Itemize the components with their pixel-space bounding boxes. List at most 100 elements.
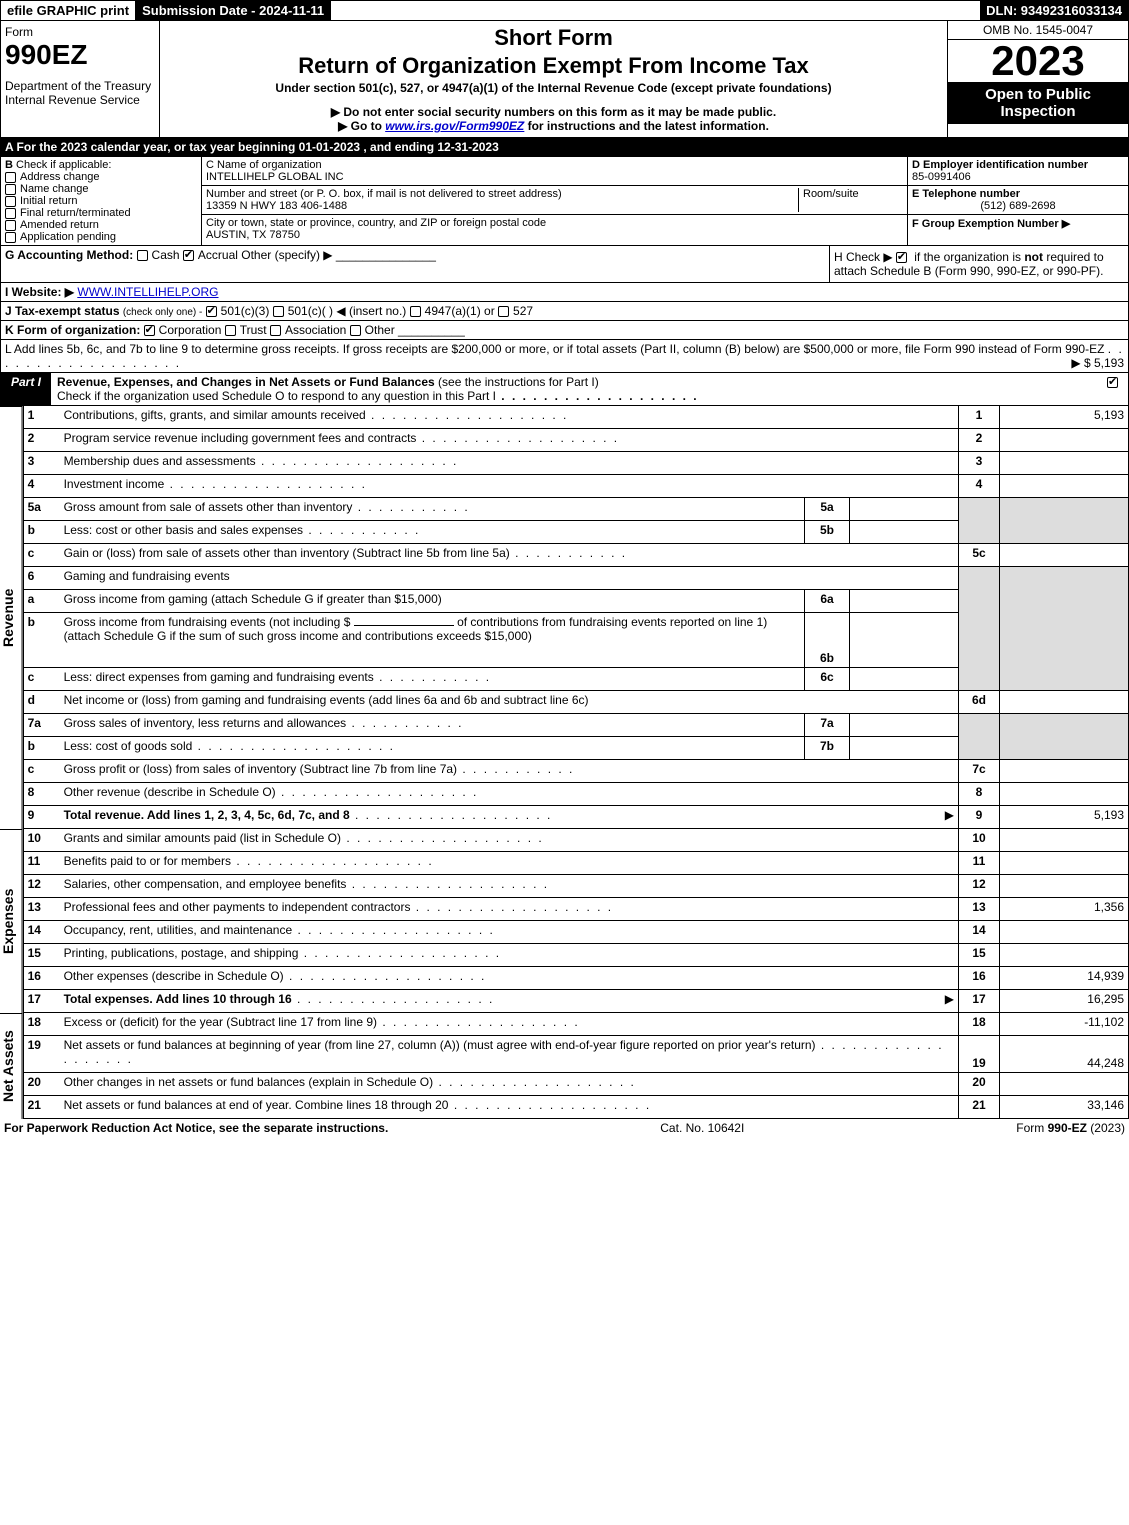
line-13: 13Professional fees and other payments t… — [23, 898, 1128, 921]
amt-16: 14,939 — [1000, 967, 1129, 990]
footer: For Paperwork Reduction Act Notice, see … — [0, 1119, 1129, 1137]
d-label: D Employer identification number — [912, 159, 1088, 171]
line-10: 10Grants and similar amounts paid (list … — [23, 829, 1128, 852]
line-16: 16Other expenses (describe in Schedule O… — [23, 967, 1128, 990]
part-i-title: Revenue, Expenses, and Changes in Net As… — [51, 373, 1101, 405]
amt-6d — [1000, 691, 1129, 714]
amt-17: 16,295 — [1000, 990, 1129, 1013]
checkbox-501c[interactable] — [273, 306, 284, 317]
checkbox-4947[interactable] — [410, 306, 421, 317]
footer-right: Form 990-EZ (2023) — [1016, 1121, 1125, 1135]
gh-row: G Accounting Method: Cash Accrual Other … — [0, 246, 1129, 283]
irs-label: Internal Revenue Service — [5, 93, 155, 107]
section-a: A For the 2023 calendar year, or tax yea… — [0, 138, 1129, 157]
amt-18: -11,102 — [1000, 1013, 1129, 1036]
checkbox-trust[interactable] — [225, 325, 236, 336]
telephone: (512) 689-2698 — [912, 200, 1124, 212]
section-def: D Employer identification number 85-0991… — [907, 157, 1128, 245]
checkbox-name-change[interactable] — [5, 184, 16, 195]
line-21: 21Net assets or fund balances at end of … — [23, 1096, 1128, 1119]
dln: DLN: 93492316033134 — [980, 1, 1128, 20]
amt-10 — [1000, 829, 1129, 852]
line-3: 3Membership dues and assessments3 — [23, 452, 1128, 475]
netassets-label: Net Assets — [0, 1013, 23, 1119]
subtitle: Under section 501(c), 527, or 4947(a)(1)… — [164, 81, 943, 95]
checkbox-schedule-o[interactable] — [1107, 377, 1118, 388]
part-i-header: Part I Revenue, Expenses, and Changes in… — [0, 373, 1129, 406]
org-city: AUSTIN, TX 78750 — [206, 229, 300, 241]
footer-center: Cat. No. 10642I — [660, 1121, 744, 1135]
amt-1: 5,193 — [1000, 406, 1129, 429]
amt-15 — [1000, 944, 1129, 967]
irs-link[interactable]: www.irs.gov/Form990EZ — [385, 119, 524, 133]
line-14: 14Occupancy, rent, utilities, and mainte… — [23, 921, 1128, 944]
netassets-table: 18Excess or (deficit) for the year (Subt… — [23, 1013, 1129, 1119]
dept-treasury: Department of the Treasury — [5, 79, 155, 93]
title-return: Return of Organization Exempt From Incom… — [164, 53, 943, 79]
topbar: efile GRAPHIC print Submission Date - 20… — [0, 0, 1129, 21]
line-15: 15Printing, publications, postage, and s… — [23, 944, 1128, 967]
checkbox-final-return[interactable] — [5, 208, 16, 219]
checkbox-other-org[interactable] — [350, 325, 361, 336]
part-i-tab: Part I — [1, 373, 51, 405]
amt-9: 5,193 — [1000, 806, 1129, 829]
amt-2 — [1000, 429, 1129, 452]
expenses-label: Expenses — [0, 829, 23, 1013]
amt-21: 33,146 — [1000, 1096, 1129, 1119]
c-name-label: C Name of organization — [206, 159, 322, 171]
e-label: E Telephone number — [912, 188, 1020, 200]
revenue-table: 1Contributions, gifts, grants, and simil… — [23, 406, 1129, 829]
line-2: 2Program service revenue including gover… — [23, 429, 1128, 452]
section-b: B Check if applicable: Address change Na… — [1, 157, 202, 245]
org-name: INTELLIHELP GLOBAL INC — [206, 171, 344, 183]
line-19: 19Net assets or fund balances at beginni… — [23, 1036, 1128, 1073]
amt-20 — [1000, 1073, 1129, 1096]
checkbox-association[interactable] — [270, 325, 281, 336]
expenses-block: Expenses 10Grants and similar amounts pa… — [0, 829, 1129, 1013]
section-i: I Website: ▶ WWW.INTELLIHELP.ORG — [0, 283, 1129, 302]
checkbox-cash[interactable] — [137, 250, 148, 261]
line-17: 17Total expenses. Add lines 10 through 1… — [23, 990, 1128, 1013]
checkbox-corporation[interactable] — [144, 325, 155, 336]
title-short-form: Short Form — [164, 25, 943, 51]
amt-19: 44,248 — [1000, 1036, 1129, 1073]
amt-11 — [1000, 852, 1129, 875]
header-left: Form 990EZ Department of the Treasury In… — [1, 21, 160, 137]
checkbox-501c3[interactable] — [206, 306, 217, 317]
checkbox-initial-return[interactable] — [5, 196, 16, 207]
footer-left: For Paperwork Reduction Act Notice, see … — [4, 1121, 388, 1135]
checkbox-527[interactable] — [498, 306, 509, 317]
amt-7c — [1000, 760, 1129, 783]
amt-8 — [1000, 783, 1129, 806]
section-g: G Accounting Method: Cash Accrual Other … — [0, 246, 829, 283]
checkbox-application-pending[interactable] — [5, 232, 16, 243]
checkbox-accrual[interactable] — [183, 250, 194, 261]
checkbox-amended-return[interactable] — [5, 220, 16, 231]
amt-14 — [1000, 921, 1129, 944]
line-9: 9Total revenue. Add lines 1, 2, 3, 4, 5c… — [23, 806, 1128, 829]
line-7c: cGross profit or (loss) from sales of in… — [23, 760, 1128, 783]
warning-goto: Go to www.irs.gov/Form990EZ for instruct… — [164, 119, 943, 133]
open-public: Open to Public Inspection — [948, 82, 1128, 124]
section-c: C Name of organization INTELLIHELP GLOBA… — [202, 157, 907, 245]
line-11: 11Benefits paid to or for members11 — [23, 852, 1128, 875]
warning-ssn: Do not enter social security numbers on … — [164, 105, 943, 119]
checkbox-schedule-b[interactable] — [896, 252, 907, 263]
website-link[interactable]: WWW.INTELLIHELP.ORG — [77, 285, 218, 299]
line-5a: 5aGross amount from sale of assets other… — [23, 498, 1128, 521]
netassets-block: Net Assets 18Excess or (deficit) for the… — [0, 1013, 1129, 1119]
line-6: 6Gaming and fundraising events — [23, 567, 1128, 590]
expenses-table: 10Grants and similar amounts paid (list … — [23, 829, 1129, 1013]
org-street: 13359 N HWY 183 406-1488 — [206, 200, 347, 212]
form-number: 990EZ — [5, 39, 155, 71]
checkbox-address-change[interactable] — [5, 172, 16, 183]
line-18: 18Excess or (deficit) for the year (Subt… — [23, 1013, 1128, 1036]
part-i-check — [1101, 373, 1128, 405]
header-right: OMB No. 1545-0047 2023 Open to Public In… — [948, 21, 1128, 137]
line-1: 1Contributions, gifts, grants, and simil… — [23, 406, 1128, 429]
revenue-block: Revenue 1Contributions, gifts, grants, a… — [0, 406, 1129, 829]
line-4: 4Investment income4 — [23, 475, 1128, 498]
efile-print[interactable]: efile GRAPHIC print — [1, 1, 136, 20]
header-center: Short Form Return of Organization Exempt… — [160, 21, 948, 137]
f-label: F Group Exemption Number ▶ — [912, 218, 1070, 230]
